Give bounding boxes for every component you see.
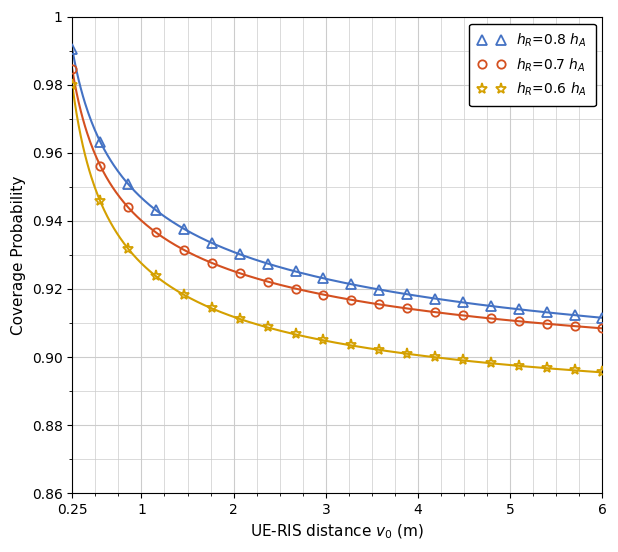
$h_R$=0.7 $h_A$: [515, 318, 522, 325]
Line: $h_R$=0.8 $h_A$: $h_R$=0.8 $h_A$: [67, 44, 607, 323]
$h_R$=0.8 $h_A$: [404, 291, 411, 298]
$h_R$=0.6 $h_A$: [431, 354, 439, 360]
$h_R$=0.8 $h_A$: [96, 139, 104, 145]
Line: $h_R$=0.6 $h_A$: $h_R$=0.6 $h_A$: [67, 79, 608, 378]
$h_R$=0.6 $h_A$: [599, 369, 606, 376]
$h_R$=0.6 $h_A$: [320, 337, 327, 344]
$h_R$=0.6 $h_A$: [459, 357, 467, 364]
$h_R$=0.7 $h_A$: [543, 321, 551, 327]
$h_R$=0.6 $h_A$: [264, 324, 271, 331]
$h_R$=0.7 $h_A$: [571, 323, 578, 330]
X-axis label: UE-RIS distance $v_0$ (m): UE-RIS distance $v_0$ (m): [250, 523, 425, 541]
$h_R$=0.8 $h_A$: [599, 315, 606, 321]
$h_R$=0.7 $h_A$: [69, 66, 76, 73]
$h_R$=0.8 $h_A$: [571, 312, 578, 319]
$h_R$=0.6 $h_A$: [571, 367, 578, 374]
$h_R$=0.8 $h_A$: [376, 286, 383, 293]
$h_R$=0.7 $h_A$: [459, 312, 467, 319]
$h_R$=0.6 $h_A$: [515, 363, 522, 369]
$h_R$=0.7 $h_A$: [208, 259, 216, 266]
$h_R$=0.8 $h_A$: [124, 181, 132, 187]
Line: $h_R$=0.7 $h_A$: $h_R$=0.7 $h_A$: [68, 65, 607, 332]
$h_R$=0.6 $h_A$: [236, 316, 243, 322]
$h_R$=0.8 $h_A$: [515, 306, 522, 312]
$h_R$=0.7 $h_A$: [599, 325, 606, 332]
$h_R$=0.6 $h_A$: [124, 245, 132, 252]
$h_R$=0.8 $h_A$: [320, 275, 327, 282]
$h_R$=0.8 $h_A$: [347, 281, 355, 288]
$h_R$=0.8 $h_A$: [431, 295, 439, 302]
$h_R$=0.7 $h_A$: [180, 247, 188, 253]
$h_R$=0.6 $h_A$: [543, 365, 551, 371]
$h_R$=0.6 $h_A$: [404, 351, 411, 357]
$h_R$=0.8 $h_A$: [152, 207, 159, 214]
$h_R$=0.8 $h_A$: [208, 240, 216, 246]
$h_R$=0.8 $h_A$: [236, 251, 243, 258]
$h_R$=0.6 $h_A$: [152, 273, 159, 279]
$h_R$=0.7 $h_A$: [236, 270, 243, 277]
$h_R$=0.7 $h_A$: [431, 309, 439, 315]
$h_R$=0.7 $h_A$: [96, 162, 104, 169]
$h_R$=0.8 $h_A$: [543, 309, 551, 316]
$h_R$=0.7 $h_A$: [124, 204, 132, 211]
$h_R$=0.8 $h_A$: [487, 302, 494, 309]
$h_R$=0.6 $h_A$: [487, 360, 494, 367]
$h_R$=0.6 $h_A$: [208, 305, 216, 312]
$h_R$=0.7 $h_A$: [347, 296, 355, 303]
$h_R$=0.8 $h_A$: [180, 225, 188, 232]
$h_R$=0.7 $h_A$: [264, 278, 271, 285]
$h_R$=0.7 $h_A$: [152, 229, 159, 236]
$h_R$=0.8 $h_A$: [69, 46, 76, 52]
$h_R$=0.6 $h_A$: [96, 198, 104, 204]
$h_R$=0.8 $h_A$: [459, 299, 467, 306]
$h_R$=0.8 $h_A$: [292, 268, 299, 275]
$h_R$=0.7 $h_A$: [320, 291, 327, 298]
$h_R$=0.7 $h_A$: [292, 285, 299, 292]
$h_R$=0.7 $h_A$: [487, 315, 494, 322]
$h_R$=0.8 $h_A$: [264, 260, 271, 267]
$h_R$=0.6 $h_A$: [376, 347, 383, 353]
$h_R$=0.7 $h_A$: [404, 305, 411, 312]
$h_R$=0.6 $h_A$: [69, 81, 76, 88]
Legend: $h_R$=0.8 $h_A$, $h_R$=0.7 $h_A$, $h_R$=0.6 $h_A$: $h_R$=0.8 $h_A$, $h_R$=0.7 $h_A$, $h_R$=…: [469, 24, 596, 107]
Y-axis label: Coverage Probability: Coverage Probability: [11, 175, 26, 335]
$h_R$=0.6 $h_A$: [347, 342, 355, 349]
$h_R$=0.6 $h_A$: [292, 331, 299, 338]
$h_R$=0.7 $h_A$: [376, 301, 383, 307]
$h_R$=0.6 $h_A$: [180, 291, 188, 298]
